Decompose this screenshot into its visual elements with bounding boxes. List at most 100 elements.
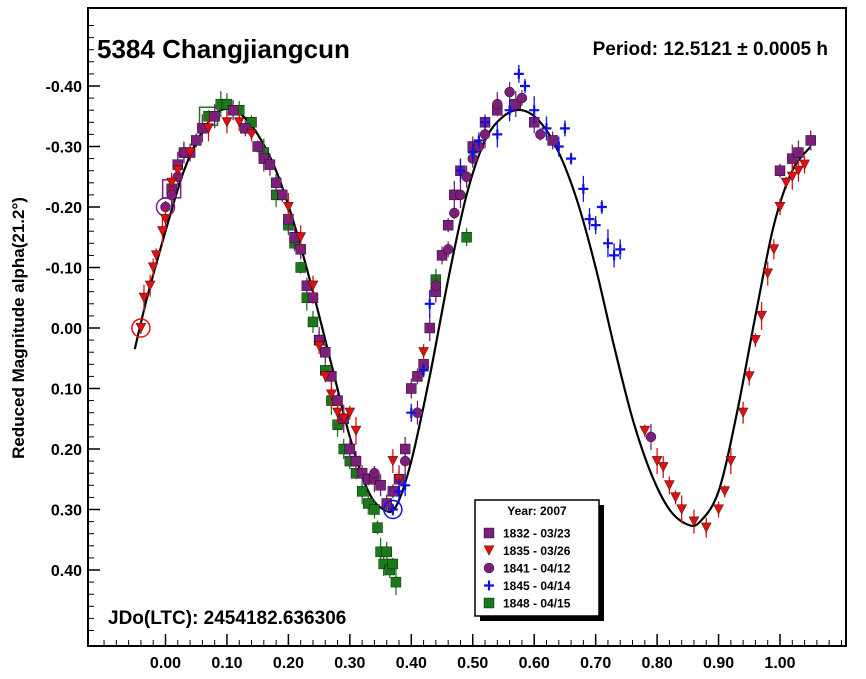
data-point [479,129,491,140]
data-point [372,522,383,533]
data-point [513,68,524,79]
y-tick-label: -0.20 [46,200,83,217]
data-point [799,159,810,170]
data-point [467,147,478,158]
data-point [375,480,386,491]
y-tick-label: 0.30 [51,503,82,520]
data-point [651,456,663,467]
x-tick-label: 0.10 [211,655,242,672]
data-point [424,322,435,334]
data-point [516,92,528,104]
data-point [566,153,577,164]
data-point [584,214,595,225]
data-point [519,81,530,91]
y-tick-label: 0.10 [51,382,82,399]
x-tick-label: 0.20 [273,655,304,672]
data-point [541,123,552,134]
legend-entry-label: 1848 - 04/15 [503,597,571,611]
data-point [442,244,454,255]
data-point [639,425,651,437]
data-point [307,280,319,291]
legend-marker [484,580,494,591]
data-point [645,431,657,443]
data-point [313,341,325,352]
x-tick-label: 0.60 [519,655,550,672]
data-point [258,153,270,164]
period-label: Period: 12.5121 ± 0.0005 h [593,39,828,60]
data-point [320,347,331,358]
data-point [602,238,613,249]
data-point [406,407,417,418]
data-point [350,455,362,467]
data-point [246,129,257,140]
data-point [780,177,792,188]
data-point [387,504,398,515]
data-point [774,202,786,213]
data-point [774,165,786,176]
legend-entries: 1832 - 03/23 1835 - 03/26 1841 - 04/12 1845… [483,527,571,611]
data-point [492,98,503,110]
data-point [295,232,307,243]
data-point [596,202,607,212]
data-point [430,280,442,291]
data-point [150,250,162,261]
data-point [492,129,503,140]
data-point [504,86,515,98]
y-tick-label: 0.00 [51,321,82,338]
legend-entry-label: 1845 - 04/14 [503,579,571,593]
series-start-marker [383,499,403,520]
data-point [203,123,214,134]
data-point [277,189,288,201]
data-point [688,516,700,527]
data-point [449,207,460,219]
data-point [480,117,491,128]
data-point [609,250,620,261]
data-point [184,147,196,158]
data-point [805,135,816,146]
data-point [590,220,601,231]
data-point [529,105,540,116]
data-point [664,480,675,491]
data-point [381,546,392,558]
data-point [363,498,374,509]
data-point [787,153,798,164]
data-point [138,292,150,303]
data-point [700,522,712,533]
data-point [768,244,780,255]
x-tick-label: 1.00 [764,655,795,672]
data-point [350,425,362,437]
data-point [135,323,147,334]
data-point [670,492,681,503]
x-tick-label: 0.90 [703,655,734,672]
data-point [418,347,429,358]
data-point [559,123,570,134]
data-point [369,504,380,515]
data-point [461,171,472,182]
epoch-label: JDo(LTC): 2454182.636306 [108,608,346,629]
data-point [283,202,294,213]
data-point [399,455,411,467]
data-point [436,250,448,261]
data-point [473,135,484,146]
data-point [390,576,402,588]
data-points-layer [131,64,816,596]
data-point [676,504,688,515]
legend-entry-label: 1832 - 03/23 [503,527,571,541]
data-point [412,371,423,382]
x-tick-label: 0.00 [150,655,181,672]
data-point [270,177,282,189]
data-point [344,443,356,455]
data-point [221,98,233,110]
data-point [461,232,472,243]
data-point [356,468,368,479]
y-tick-label: -0.40 [46,79,83,96]
data-point [455,165,466,176]
x-axis-ticks: 0.00 0.10 0.20 0.30 0.40 0.50 0.60 0.70 0.80 0.90… [103,634,842,672]
data-point [166,177,177,188]
y-tick-label: -0.10 [46,261,83,278]
y-axis-label: Reduced Magnitude alpha(21.2°) [9,197,28,459]
y-tick-label: 0.20 [51,442,82,459]
legend: Year: 2007 1832 - 03/23 1835 - 03/26 1841 … [474,499,604,621]
data-point [227,104,239,116]
